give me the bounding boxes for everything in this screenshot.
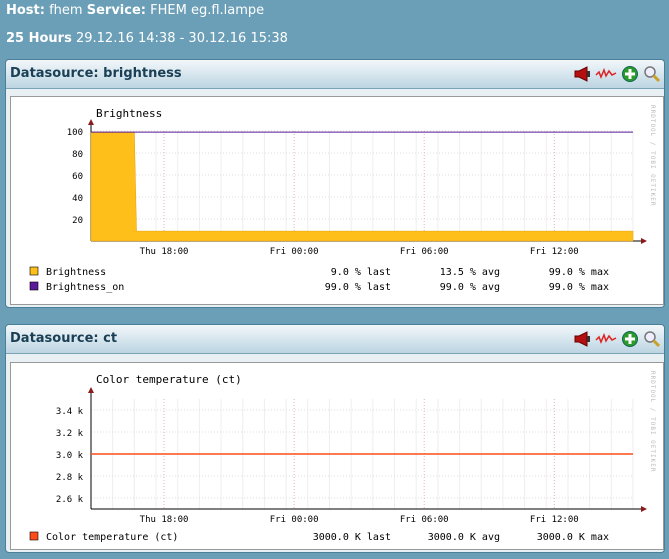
add-icon[interactable] — [621, 330, 639, 348]
range-label: 25 Hours — [6, 31, 72, 46]
graph-image-ct[interactable]: Color temperature (ct) 3.4 k 3.2 k 3.0 k 2.… — [10, 362, 664, 550]
x-tick-label: Fri 00:00 — [270, 247, 319, 257]
legend-max: 3000.0 K max — [537, 532, 609, 543]
y-tick-label: 3.2 k — [56, 429, 84, 439]
datasource-panel-brightness: Datasource: brightness Brightness 100 — [5, 59, 665, 308]
graph-icon[interactable] — [595, 65, 617, 83]
legend-name: Color temperature (ct) — [46, 532, 178, 543]
add-icon[interactable] — [621, 65, 639, 83]
legend-avg: 3000.0 K avg — [428, 532, 500, 543]
legend-swatch — [29, 281, 39, 291]
legend-name: Brightness_on — [46, 282, 124, 293]
panel-title-name: brightness — [103, 66, 182, 81]
legend-avg: 99.0 % avg — [440, 282, 500, 293]
legend-avg: 13.5 % avg — [440, 267, 500, 278]
time-range-line: 25 Hours 29.12.16 14:38 - 30.12.16 15:38 — [6, 31, 288, 46]
zoom-icon[interactable] — [643, 65, 661, 83]
x-tick-label: Fri 12:00 — [530, 247, 579, 257]
rrdtool-watermark: RRDTOOL / TOBI OETIKER — [649, 105, 656, 206]
x-axis-arrow — [641, 506, 647, 512]
legend-last: 9.0 % last — [331, 267, 391, 278]
y-tick-label: 40 — [72, 194, 83, 204]
rrdtool-watermark: RRDTOOL / TOBI OETIKER — [649, 371, 656, 472]
panel-header: Datasource: ct — [6, 325, 664, 354]
x-tick-label: Thu 18:00 — [140, 515, 189, 525]
panel-title-label: Datasource: — [10, 331, 99, 346]
legend-last: 99.0 % last — [325, 282, 391, 293]
y-tick-label: 2.8 k — [56, 473, 84, 483]
graph-image-brightness[interactable]: Brightness 100 80 60 40 20 Thu 18:00 Fri 00:00… — [10, 96, 664, 305]
x-tick-label: Fri 06:00 — [400, 515, 449, 525]
legend-name: Brightness — [46, 267, 106, 278]
legend-max: 99.0 % max — [549, 267, 609, 278]
y-tick-label: 3.0 k — [56, 451, 84, 461]
datasource-panel-ct: Datasource: ct Color temperature (ct) — [5, 324, 665, 553]
x-tick-label: Fri 06:00 — [400, 247, 449, 257]
y-tick-label: 100 — [67, 128, 83, 138]
graph-icon[interactable] — [595, 330, 617, 348]
host-label: Host: — [6, 3, 45, 18]
megaphone-icon[interactable] — [573, 65, 591, 83]
y-tick-label: 2.6 k — [56, 495, 84, 505]
host-value: fhem — [49, 3, 83, 18]
x-tick-label: Fri 00:00 — [270, 515, 319, 525]
zoom-icon[interactable] — [643, 330, 661, 348]
x-axis-arrow — [641, 238, 647, 244]
legend-swatch — [29, 531, 39, 541]
y-axis-arrow — [88, 119, 94, 125]
y-tick-label: 20 — [72, 216, 83, 226]
ct-chart: Color temperature (ct) 3.4 k 3.2 k 3.0 k 2.… — [29, 371, 656, 543]
megaphone-icon[interactable] — [573, 330, 591, 348]
chart-title: Color temperature (ct) — [96, 373, 242, 386]
host-service-line: Host: fhem Service: FHEM eg.fl.lampe — [6, 3, 264, 18]
chart-title: Brightness — [96, 107, 162, 120]
brightness-chart: Brightness 100 80 60 40 20 Thu 18:00 Fri 00:00… — [29, 105, 656, 293]
legend-last: 3000.0 K last — [313, 532, 391, 543]
legend-swatch — [29, 266, 39, 276]
legend-max: 99.0 % max — [549, 282, 609, 293]
panel-title-name: ct — [103, 331, 118, 346]
y-tick-label: 3.4 k — [56, 407, 84, 417]
range-value: 29.12.16 14:38 - 30.12.16 15:38 — [75, 31, 288, 46]
y-tick-label: 60 — [72, 172, 83, 182]
brightness-area — [90, 131, 634, 242]
x-tick-label: Thu 18:00 — [140, 247, 189, 257]
panel-header: Datasource: brightness — [6, 60, 664, 89]
panel-title-label: Datasource: — [10, 66, 99, 81]
service-value: FHEM eg.fl.lampe — [150, 3, 265, 18]
x-tick-label: Fri 12:00 — [530, 515, 579, 525]
service-label: Service: — [86, 3, 146, 18]
y-tick-label: 80 — [72, 150, 83, 160]
y-axis-arrow — [88, 387, 94, 393]
